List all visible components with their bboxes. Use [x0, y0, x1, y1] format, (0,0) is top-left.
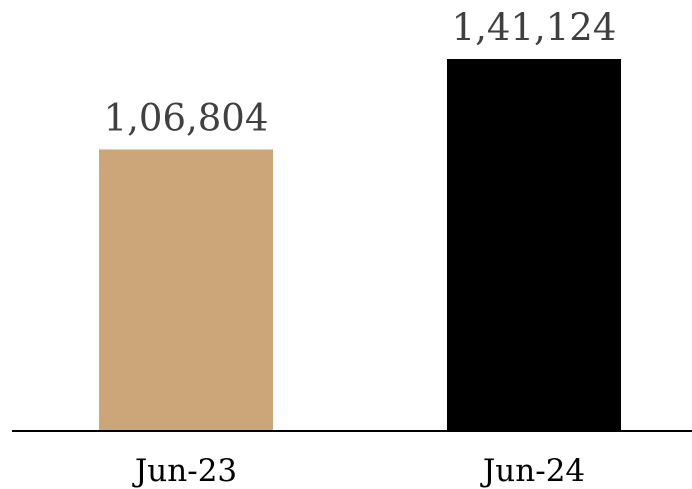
- value-label-jun-24: 1,41,124: [452, 6, 617, 49]
- value-label-jun-23: 1,06,804: [104, 96, 269, 139]
- value-labels: 1,06,804 1,41,124: [104, 6, 617, 139]
- bar-jun-24: [447, 59, 621, 431]
- category-label-jun-24: Jun-24: [480, 453, 585, 489]
- category-label-jun-23: Jun-23: [132, 453, 237, 489]
- category-labels: Jun-23 Jun-24: [132, 453, 585, 489]
- bars: [99, 59, 621, 431]
- bar-jun-23: [99, 149, 273, 431]
